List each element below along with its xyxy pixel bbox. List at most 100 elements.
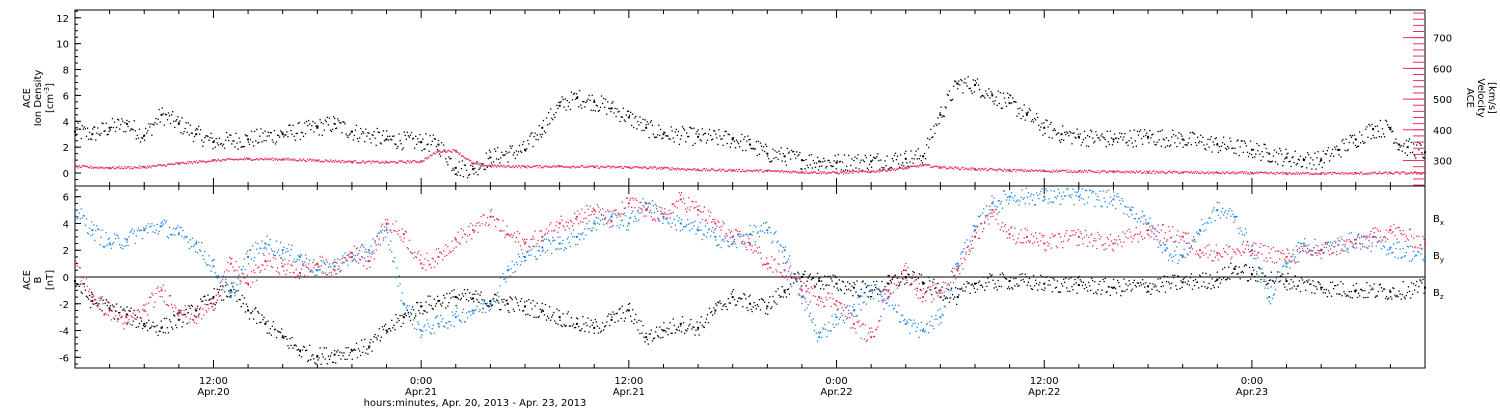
bx-series-sample-628 bbox=[726, 308, 728, 311]
bx-series-sample-368 bbox=[456, 296, 458, 299]
bx-series-sample-393 bbox=[482, 307, 484, 310]
bx-series-sample-104 bbox=[182, 321, 184, 323]
velocity-series-sample-1052 bbox=[1166, 171, 1169, 174]
density-series-sample-346 bbox=[433, 138, 436, 140]
velocity-series-sample-28 bbox=[103, 168, 105, 170]
density-series-sample-809 bbox=[914, 154, 916, 156]
by-series-sample-35 bbox=[110, 247, 113, 249]
density-series-sample-927 bbox=[1037, 116, 1039, 119]
density-series-sample-892 bbox=[1000, 107, 1003, 109]
density-series-sample-53 bbox=[129, 129, 131, 132]
density-series-point-42 bbox=[974, 84, 976, 87]
velocity-series-sample-1046 bbox=[1160, 172, 1162, 174]
bx-series-sample-1150 bbox=[1268, 279, 1270, 282]
bx-series-sample-374 bbox=[462, 295, 465, 297]
density-series-sample-1091 bbox=[1207, 138, 1209, 140]
by-series-sample-190 bbox=[271, 250, 274, 252]
density-series-sample-1013 bbox=[1126, 141, 1128, 143]
by-series-point-22 bbox=[454, 316, 457, 319]
velocity-series-sample-576 bbox=[672, 168, 674, 170]
by-series-sample-156 bbox=[236, 284, 238, 286]
bx-series-sample-308 bbox=[394, 328, 396, 331]
velocity-series-sample-424 bbox=[514, 166, 517, 168]
velocity-series-sample-1241 bbox=[1363, 173, 1365, 175]
by-series-sample-111 bbox=[189, 239, 191, 241]
velocity-series-sample-931 bbox=[1041, 170, 1043, 172]
density-series-sample-521 bbox=[615, 115, 617, 118]
bx-series-sample-660 bbox=[759, 309, 762, 311]
by-series-sample-602 bbox=[699, 222, 701, 224]
bx-series-sample-1294 bbox=[1418, 285, 1420, 288]
velocity-series-sample-1055 bbox=[1169, 171, 1172, 174]
velocity-series-sample-347 bbox=[434, 153, 437, 155]
velocity-series-sample-1157 bbox=[1275, 171, 1278, 174]
bx-series-point-54 bbox=[1043, 282, 1046, 285]
bx-series-sample-1036 bbox=[1150, 293, 1152, 296]
velocity-series-sample-51 bbox=[127, 165, 129, 168]
density-series-sample-325 bbox=[411, 138, 414, 140]
bx-series-sample-652 bbox=[751, 310, 753, 313]
bx-series-sample-1056 bbox=[1171, 282, 1173, 285]
velocity-series-sample-240 bbox=[323, 161, 325, 163]
density-series-sample-1156 bbox=[1274, 161, 1277, 163]
velocity-series-sample-1072 bbox=[1187, 171, 1189, 173]
velocity-series-sample-797 bbox=[902, 167, 904, 169]
density-series-sample-1065 bbox=[1180, 133, 1182, 135]
by-series-sample-140 bbox=[219, 282, 222, 284]
density-series-sample-937 bbox=[1047, 126, 1049, 128]
bottom-ytick-label: 6 bbox=[63, 193, 69, 204]
density-series-sample-915 bbox=[1024, 119, 1026, 121]
bx-series-sample-227 bbox=[310, 359, 312, 361]
velocity-series-sample-775 bbox=[879, 170, 881, 172]
density-series-sample-854 bbox=[961, 80, 963, 82]
density-series-sample-1055 bbox=[1169, 144, 1172, 146]
density-series-point-17 bbox=[454, 166, 457, 169]
bx-series-sample-546 bbox=[641, 332, 643, 334]
density-series-sample-172 bbox=[253, 145, 255, 147]
density-series-sample-275 bbox=[359, 127, 362, 130]
velocity-series-sample-144 bbox=[223, 159, 226, 161]
by-series-sample-92 bbox=[169, 233, 172, 236]
velocity-series-sample-661 bbox=[760, 169, 763, 171]
density-series-sample-966 bbox=[1077, 133, 1079, 136]
bx-series-sample-517 bbox=[611, 316, 613, 318]
bx-series-sample-577 bbox=[673, 324, 675, 327]
by-series-point-52 bbox=[974, 229, 976, 232]
velocity-series-sample-965 bbox=[1076, 171, 1078, 173]
by-series-sample-599 bbox=[696, 228, 698, 230]
bx-series-sample-695 bbox=[796, 280, 798, 283]
density-series-sample-1210 bbox=[1330, 153, 1333, 155]
density-series-sample-381 bbox=[470, 164, 472, 167]
by-series-sample-630 bbox=[728, 246, 730, 248]
density-series-sample-274 bbox=[358, 137, 361, 139]
velocity-series-sample-1091 bbox=[1207, 170, 1209, 173]
bx-series-sample-35 bbox=[110, 309, 113, 312]
bx-series-sample-87 bbox=[164, 332, 167, 334]
bx-series-sample-476 bbox=[568, 325, 571, 327]
by-series-sample-119 bbox=[197, 241, 200, 244]
bx-series-sample-1099 bbox=[1215, 279, 1217, 282]
velocity-series-sample-1042 bbox=[1156, 170, 1158, 173]
velocity-series-sample-147 bbox=[227, 158, 229, 160]
velocity-series-sample-1056 bbox=[1171, 171, 1173, 173]
bx-series-sample-168 bbox=[248, 318, 251, 320]
density-series-sample-534 bbox=[628, 114, 631, 117]
density-series-sample-408 bbox=[498, 158, 500, 160]
velocity-series-sample-302 bbox=[388, 162, 390, 164]
density-series-sample-387 bbox=[476, 161, 478, 163]
velocity-series-sample-693 bbox=[794, 171, 796, 173]
velocity-series-sample-825 bbox=[931, 166, 933, 169]
velocity-series-sample-403 bbox=[492, 165, 495, 168]
bx-series-sample-284 bbox=[369, 342, 371, 344]
density-series-sample-787 bbox=[891, 157, 893, 160]
bx-series-sample-1188 bbox=[1308, 279, 1310, 281]
density-series-sample-611 bbox=[708, 128, 711, 131]
density-series-sample-184 bbox=[265, 139, 267, 142]
density-series-sample-220 bbox=[302, 135, 305, 138]
velocity-series-sample-908 bbox=[1017, 169, 1019, 171]
velocity-series-sample-936 bbox=[1046, 170, 1048, 173]
bx-series-sample-1160 bbox=[1279, 280, 1281, 283]
density-series-sample-266 bbox=[350, 131, 352, 133]
velocity-series-sample-818 bbox=[923, 164, 926, 166]
velocity-series-sample-214 bbox=[296, 160, 298, 162]
